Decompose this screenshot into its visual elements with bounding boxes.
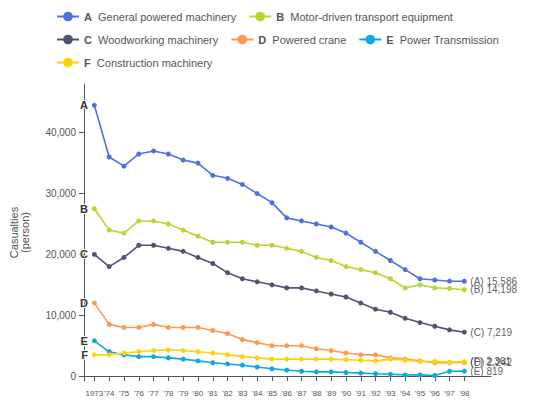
svg-text:(person): (person) — [19, 212, 31, 253]
svg-text:Woodworking machinery: Woodworking machinery — [92, 34, 219, 46]
svg-text:D: D — [258, 34, 266, 46]
svg-text:C: C — [84, 34, 92, 46]
svg-text:F: F — [81, 349, 88, 361]
svg-text:E: E — [386, 34, 393, 46]
svg-text:Powered crane: Powered crane — [266, 34, 346, 46]
svg-text:'82: '82 — [222, 389, 233, 398]
svg-text:'93: '93 — [385, 389, 396, 398]
svg-text:'97: '97 — [444, 389, 455, 398]
svg-text:'74: '74 — [104, 389, 115, 398]
svg-text:20,000: 20,000 — [45, 249, 76, 260]
svg-text:'88: '88 — [311, 389, 322, 398]
svg-text:'98: '98 — [459, 389, 470, 398]
svg-text:F: F — [84, 56, 91, 69]
svg-text:'78: '78 — [163, 389, 174, 398]
svg-text:'91: '91 — [356, 389, 367, 398]
svg-text:(B) 14,198: (B) 14,198 — [470, 284, 517, 295]
svg-text:'79: '79 — [178, 389, 189, 398]
svg-text:Construction machinery: Construction machinery — [91, 57, 213, 69]
svg-text:'94: '94 — [400, 389, 411, 398]
svg-text:'81: '81 — [208, 389, 219, 398]
svg-text:General powered machinery: General powered machinery — [92, 11, 237, 23]
svg-text:Motor-driven transport equipme: Motor-driven transport equipment — [284, 11, 453, 23]
svg-text:40,000: 40,000 — [45, 127, 76, 138]
svg-text:(A) 15,586: (A) 15,586 — [470, 275, 518, 287]
svg-text:C: C — [80, 248, 88, 260]
svg-text:'89: '89 — [326, 389, 337, 398]
svg-text:'85: '85 — [267, 389, 278, 398]
svg-text:D: D — [80, 297, 88, 309]
svg-text:B: B — [80, 203, 88, 215]
svg-text:'80: '80 — [193, 389, 204, 398]
svg-text:'95: '95 — [415, 389, 426, 398]
svg-text:E: E — [81, 335, 88, 347]
svg-text:B: B — [276, 11, 284, 23]
svg-text:30,000: 30,000 — [45, 188, 76, 199]
svg-text:A: A — [80, 99, 88, 111]
svg-text:A: A — [84, 11, 92, 23]
svg-text:'96: '96 — [430, 389, 441, 398]
svg-text:1973: 1973 — [85, 389, 103, 398]
svg-text:'76: '76 — [134, 389, 145, 398]
svg-text:'87: '87 — [296, 389, 307, 398]
svg-text:(C) 7,219: (C) 7,219 — [470, 327, 512, 338]
svg-text:'86: '86 — [282, 389, 293, 398]
svg-text:'92: '92 — [370, 389, 381, 398]
svg-text:'75: '75 — [119, 389, 130, 398]
svg-text:10,000: 10,000 — [45, 310, 76, 321]
svg-text:'84: '84 — [252, 389, 263, 398]
svg-text:'90: '90 — [341, 389, 352, 398]
svg-text:Power Transmission: Power Transmission — [394, 34, 499, 46]
svg-text:'83: '83 — [237, 389, 248, 398]
svg-text:(E) 819: (E) 819 — [470, 366, 503, 377]
svg-text:0: 0 — [70, 371, 76, 382]
svg-text:'77: '77 — [148, 389, 159, 398]
svg-text:Casualties: Casualties — [7, 206, 20, 259]
svg-text:(D) 2,242: (D) 2,242 — [470, 357, 512, 368]
